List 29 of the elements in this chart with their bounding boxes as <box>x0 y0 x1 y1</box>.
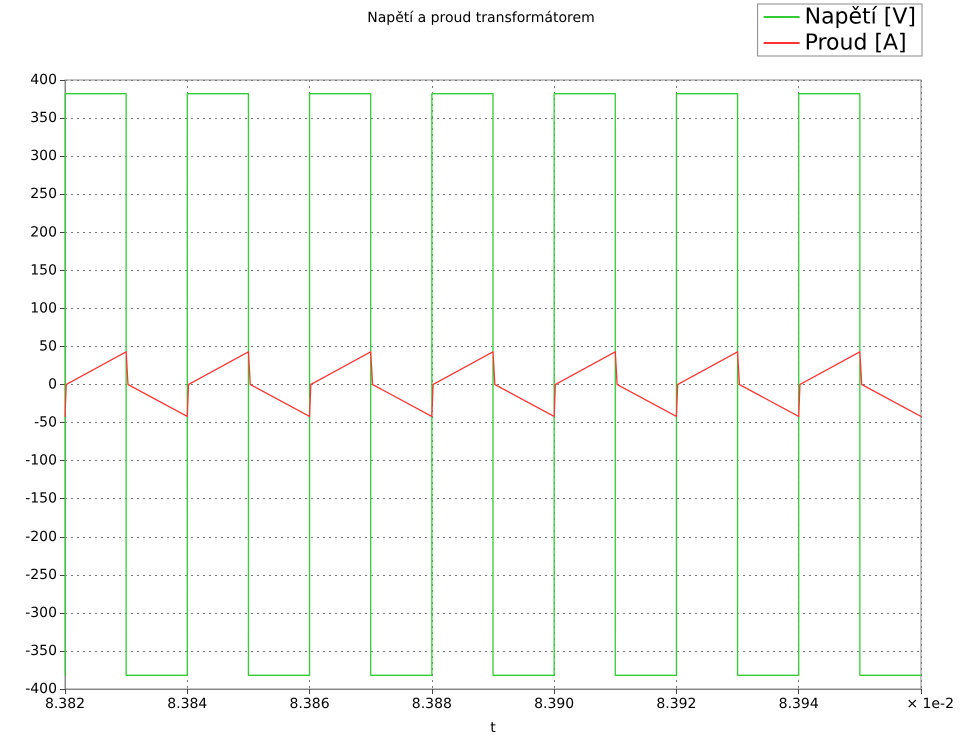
y-tick-label: -50 <box>34 414 57 431</box>
y-tick-label: 100 <box>30 300 57 316</box>
text: × 1e-2 <box>906 696 954 712</box>
y-tick-label: 150 <box>30 262 57 278</box>
x-tick-label: 8.388 <box>412 696 452 712</box>
y-tick-label: 0 <box>48 376 57 392</box>
y-tick-label: -100 <box>25 452 57 469</box>
chart-title: Napětí a proud transformátorem <box>367 10 595 26</box>
x-tick-label: 8.392 <box>656 696 696 712</box>
y-tick-label: -300 <box>25 604 57 621</box>
y-tick-label: 50 <box>39 338 57 354</box>
y-tick-label: -400 <box>25 681 57 697</box>
y-tick-label: 400 <box>30 72 57 88</box>
y-tick-label: -200 <box>25 528 57 545</box>
x-tick-label: 8.390 <box>534 696 574 712</box>
legend-label: Napětí [V] <box>804 4 916 30</box>
y-tick-label: 300 <box>30 148 57 164</box>
x-axis-title: t <box>490 720 496 736</box>
x-tick-label: 8.394 <box>778 696 819 712</box>
y-tick-label: -350 <box>25 642 57 659</box>
y-tick-label: 200 <box>30 224 57 240</box>
x-tick-label: 8.384 <box>167 696 208 712</box>
x-tick-label: 8.382 <box>44 696 86 712</box>
x-tick-label: 8.386 <box>290 696 330 712</box>
y-tick-label: -150 <box>25 490 57 507</box>
y-tick-label: -250 <box>25 566 57 583</box>
legend-label: Proud [A] <box>804 30 907 56</box>
y-tick-label: 250 <box>30 186 57 202</box>
y-tick-label: 350 <box>30 110 57 126</box>
